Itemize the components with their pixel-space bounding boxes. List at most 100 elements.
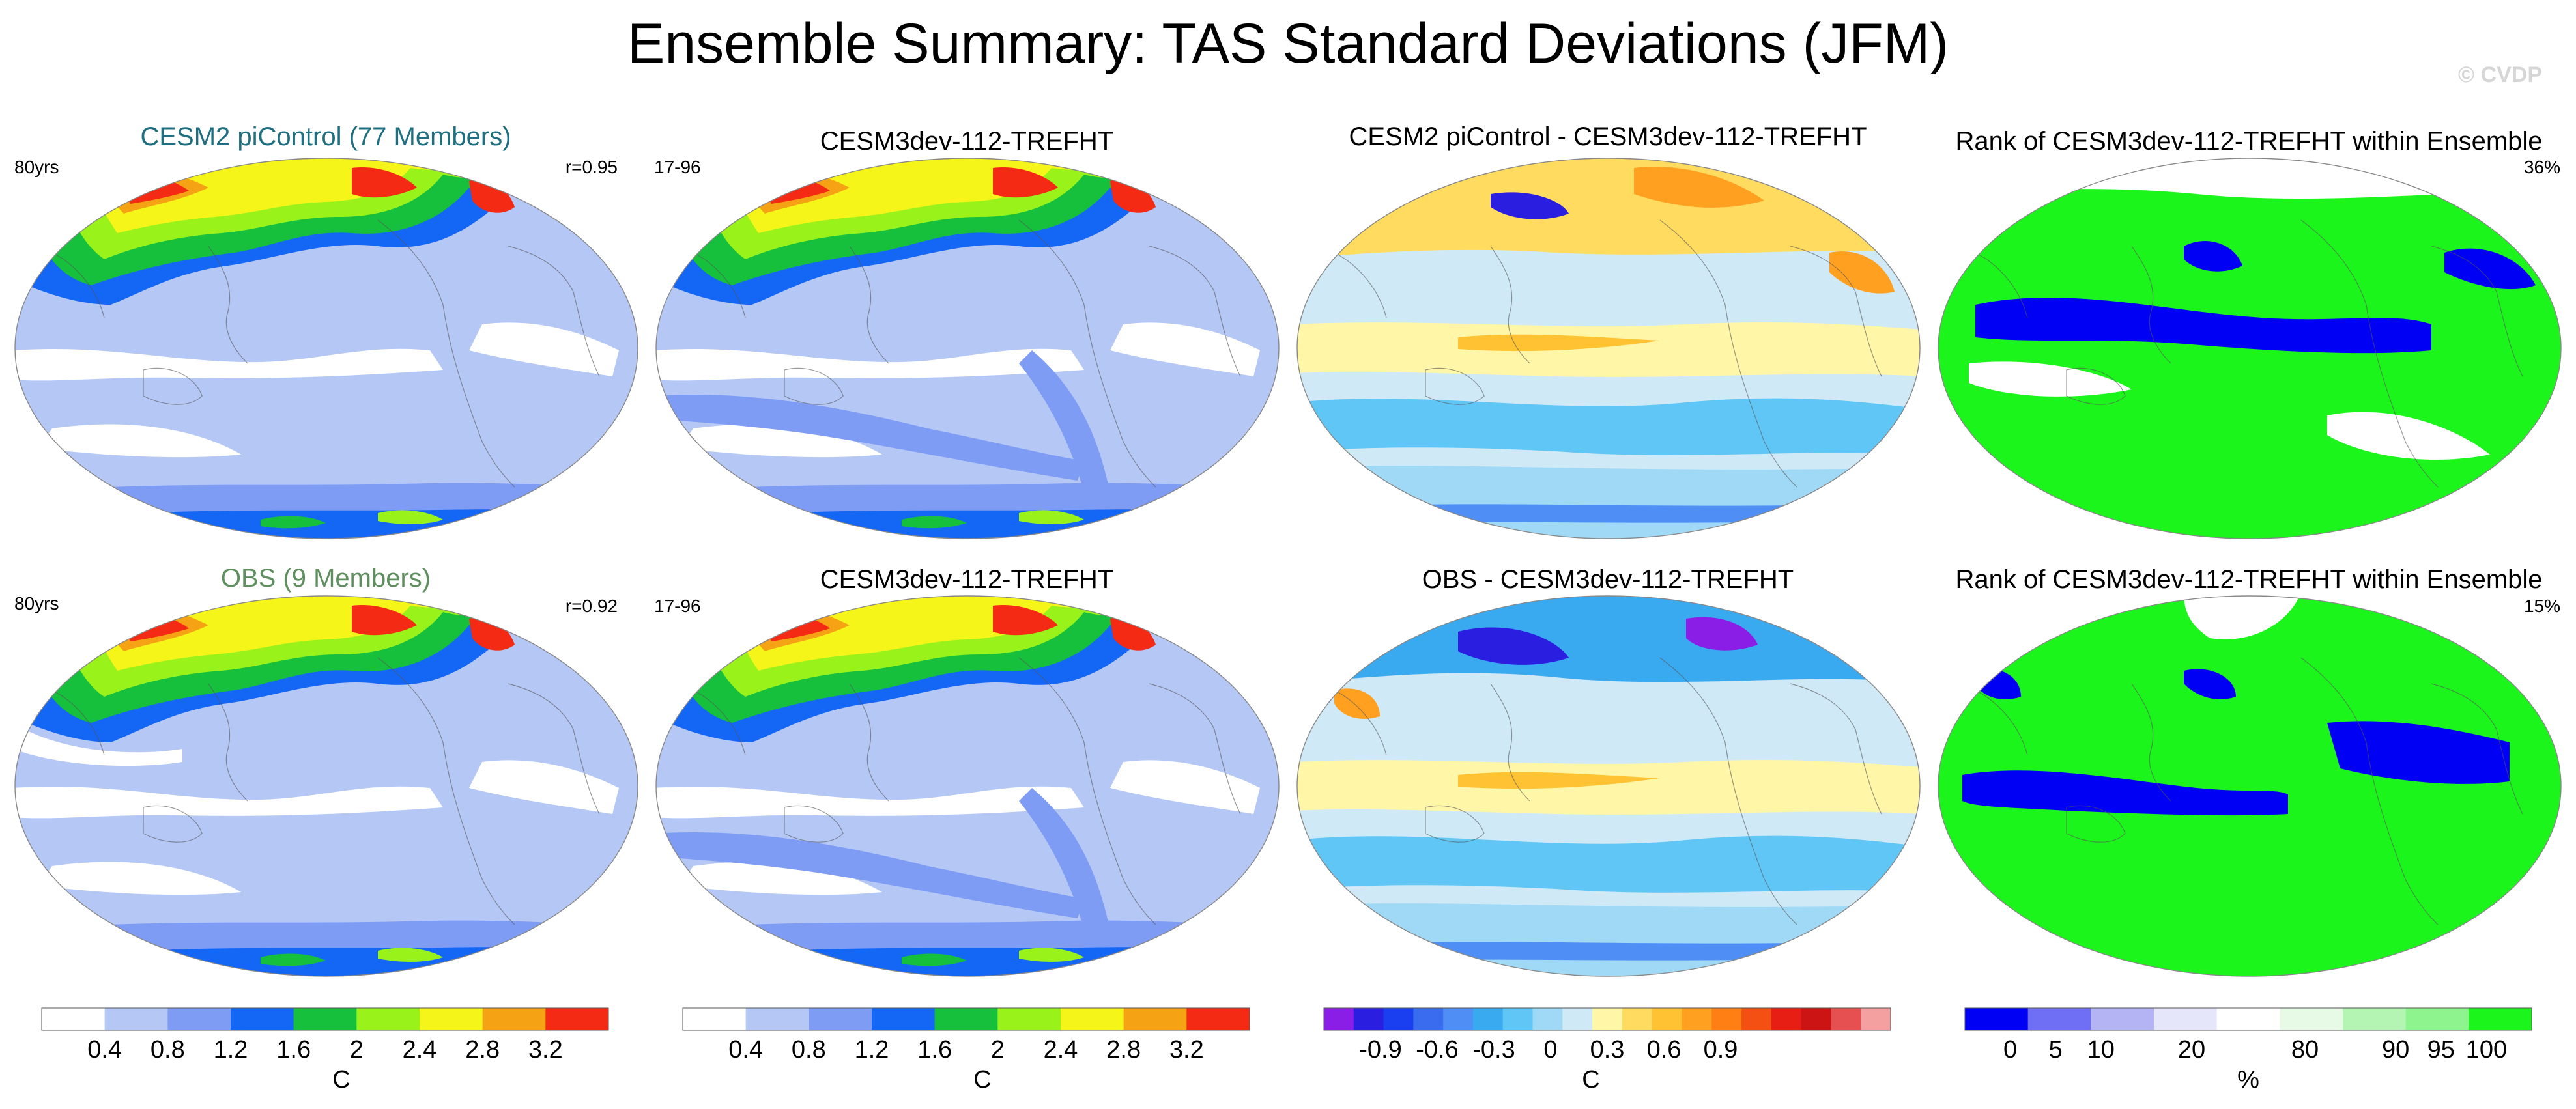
colorbar-swatch — [1383, 1008, 1414, 1030]
colorbar-tick-label: 0.6 — [1647, 1036, 1682, 1063]
colorbar-swatch — [1186, 1008, 1250, 1030]
colorbar-swatch — [2469, 1008, 2532, 1030]
colorbar-tick-label: 20 — [2178, 1036, 2205, 1063]
colorbar-tick-label: 2.4 — [403, 1036, 437, 1063]
colorbar-swatch — [809, 1008, 872, 1030]
map-panel-5 — [14, 595, 638, 977]
panel-6-title: CESM3dev-112-TREFHT — [820, 565, 1114, 594]
map-panel-6 — [655, 595, 1280, 977]
panel-4-right-text: 36% — [2523, 157, 2560, 177]
colorbar-swatch — [356, 1008, 420, 1030]
colorbar-1: 0.4 0.8 1.2 1.6 2 2.4 2.8 3.2 C — [41, 1007, 609, 1093]
colorbar-swatch — [872, 1008, 936, 1030]
colorbar-tick-label: 2 — [350, 1036, 364, 1063]
map-panel-2 — [655, 158, 1280, 539]
colorbar-tick-label: 0.4 — [728, 1036, 763, 1063]
map-panel-8 — [1938, 595, 2562, 977]
colorbar-tick-label: 2 — [991, 1036, 1005, 1063]
colorbar-swatch — [997, 1008, 1061, 1030]
panel-6-left-text: 17-96 — [654, 596, 701, 616]
colorbar-swatch — [2343, 1008, 2407, 1030]
colorbar-swatch — [1502, 1008, 1534, 1030]
panel-1-left-text: 80yrs — [14, 157, 59, 177]
map-panel-7 — [1296, 595, 1921, 977]
colorbar-tick-label: 95 — [2427, 1036, 2455, 1063]
colorbar-tick-label: 100 — [2466, 1036, 2507, 1063]
colorbar-swatch — [42, 1008, 106, 1030]
colorbar-swatch — [293, 1008, 357, 1030]
colorbar-swatch — [2405, 1008, 2469, 1030]
colorbar-swatch — [482, 1008, 546, 1030]
panel-5-right-text: r=0.92 — [565, 596, 618, 616]
colorbar-tick-label: 0 — [1543, 1036, 1557, 1063]
panel-2-title: CESM3dev-112-TREFHT — [820, 127, 1114, 156]
panel-3-title: CESM2 piControl - CESM3dev-112-TREFHT — [1349, 122, 1867, 151]
colorbar-swatch — [1741, 1008, 1772, 1030]
colorbar-tick-label: 2.8 — [465, 1036, 500, 1063]
main-title: Ensemble Summary: TAS Standard Deviation… — [627, 12, 1949, 75]
colorbar-tick-label: 10 — [2087, 1036, 2115, 1063]
colorbar-tick-label: 3.2 — [1169, 1036, 1204, 1063]
panel-4-title: Rank of CESM3dev-112-TREFHT within Ensem… — [1955, 127, 2543, 156]
colorbar-swatch — [1324, 1008, 1354, 1030]
panel-1-right-text: r=0.95 — [565, 157, 618, 177]
colorbar-tick-label: 3.2 — [528, 1036, 563, 1063]
map-panel-4 — [1938, 158, 2562, 539]
map-panel-3 — [1296, 158, 1921, 539]
colorbar-swatch — [683, 1008, 747, 1030]
colorbar-swatch — [1965, 1008, 2029, 1030]
colorbar-swatch — [231, 1008, 294, 1030]
colorbar-tick-label: 0.8 — [150, 1036, 185, 1063]
colorbar-tick-label: 5 — [2049, 1036, 2063, 1063]
panel-5-left-text: 80yrs — [14, 593, 59, 613]
colorbar-unit-label: C — [332, 1066, 350, 1093]
colorbar-swatch — [1353, 1008, 1384, 1030]
colorbar-swatch — [934, 1008, 998, 1030]
colorbar-tick-label: 1.6 — [917, 1036, 952, 1063]
colorbar-swatch — [745, 1008, 809, 1030]
colorbar-swatch — [1592, 1008, 1623, 1030]
colorbar-2: 0.4 0.8 1.2 1.6 2 2.4 2.8 3.2 C — [682, 1007, 1250, 1093]
map-panel-1 — [14, 158, 638, 539]
colorbar-swatch — [1771, 1008, 1802, 1030]
colorbar-tick-label: 80 — [2291, 1036, 2319, 1063]
colorbar-swatch — [1652, 1008, 1682, 1030]
colorbar-tick-label: 0.3 — [1590, 1036, 1625, 1063]
colorbar-tick-label: 1.2 — [214, 1036, 248, 1063]
colorbar-swatch — [1413, 1008, 1444, 1030]
panel-8-title: Rank of CESM3dev-112-TREFHT within Ensem… — [1955, 565, 2543, 594]
colorbar-swatch — [1801, 1008, 1831, 1030]
colorbar-swatch — [1861, 1008, 1891, 1030]
colorbar-swatch — [1711, 1008, 1742, 1030]
colorbar-swatch — [2154, 1008, 2218, 1030]
colorbar-swatch — [420, 1008, 483, 1030]
colorbar-swatch — [1472, 1008, 1504, 1030]
colorbar-tick-label: 2.8 — [1106, 1036, 1141, 1063]
colorbar-unit-label: C — [1582, 1066, 1599, 1093]
panel-5-title: OBS (9 Members) — [220, 564, 431, 593]
colorbar-tick-label: 0 — [2003, 1036, 2017, 1063]
colorbar-swatch — [2280, 1008, 2343, 1030]
colorbar-3: -0.9 -0.6 -0.3 0 0.3 0.6 0.9 C — [1323, 1007, 1891, 1093]
colorbar-tick-label: 1.2 — [855, 1036, 889, 1063]
colorbar-swatch — [2091, 1008, 2154, 1030]
colorbar-swatch — [1123, 1008, 1187, 1030]
panel-7-title: OBS - CESM3dev-112-TREFHT — [1422, 565, 1794, 594]
colorbar-tick-label: 90 — [2382, 1036, 2409, 1063]
colorbar-swatch — [2027, 1008, 2091, 1030]
colorbar-swatch — [545, 1008, 609, 1030]
colorbar-swatch — [1562, 1008, 1593, 1030]
copyright-label: © CVDP — [2458, 63, 2542, 87]
colorbar-tick-label: -0.6 — [1416, 1036, 1458, 1063]
colorbar-swatch — [1443, 1008, 1474, 1030]
colorbar-swatch — [1831, 1008, 1861, 1030]
colorbar-swatch — [1532, 1008, 1563, 1030]
panel-8-right-text: 15% — [2523, 596, 2560, 616]
colorbar-tick-label: 1.6 — [276, 1036, 311, 1063]
panel-2-left-text: 17-96 — [654, 157, 701, 177]
colorbar-unit-label: % — [2237, 1066, 2259, 1093]
colorbar-tick-label: -0.9 — [1359, 1036, 1401, 1063]
colorbar-4: 0 5 10 20 80 90 95 100% — [1964, 1007, 2532, 1093]
colorbar-tick-label: 0.4 — [87, 1036, 122, 1063]
colorbar-tick-label: -0.3 — [1472, 1036, 1515, 1063]
